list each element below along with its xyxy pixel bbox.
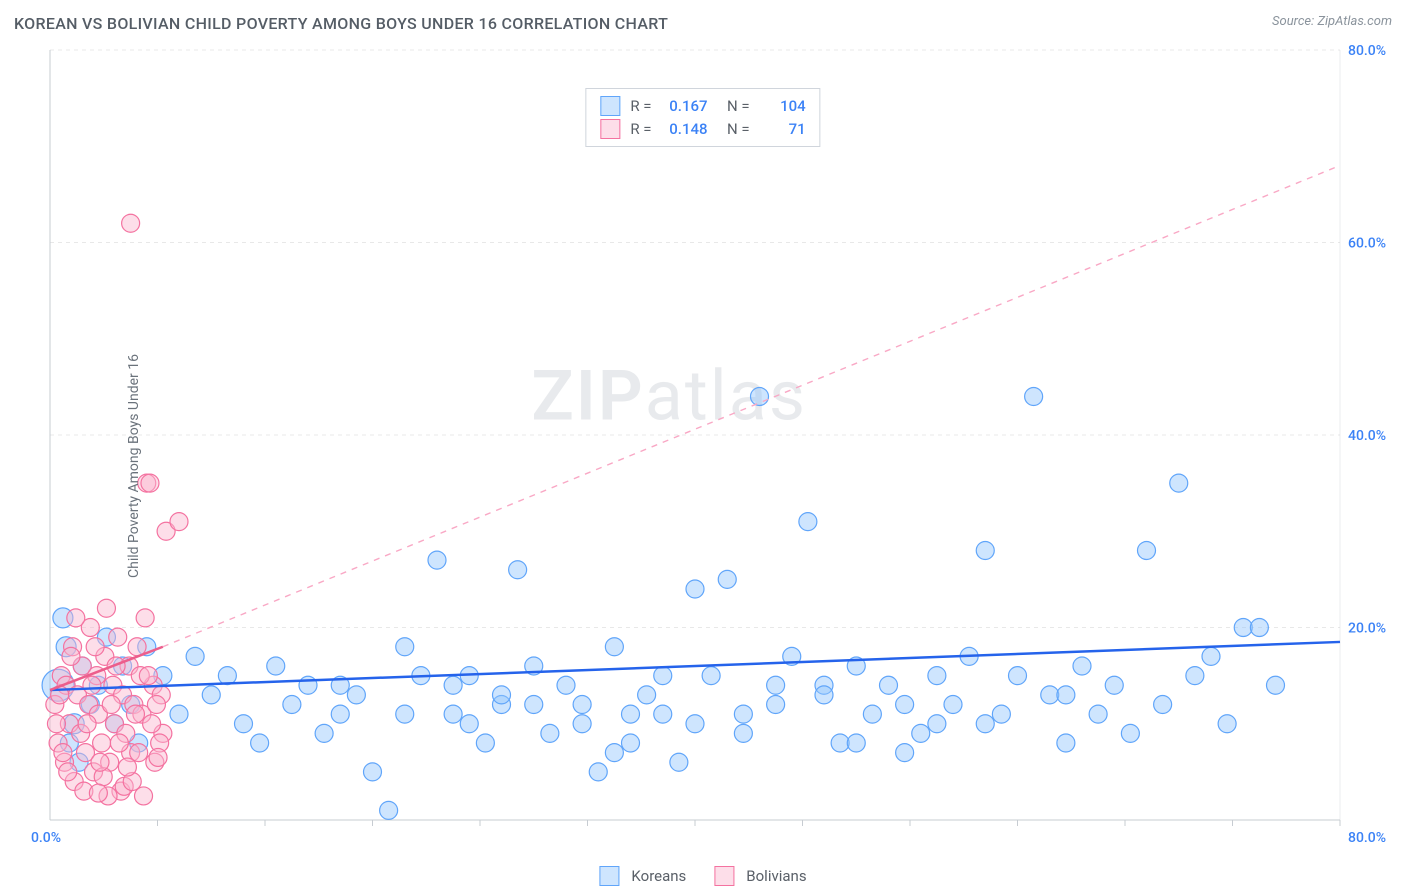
r-label: R = bbox=[630, 118, 651, 141]
swatch-korean-icon bbox=[600, 96, 620, 116]
r-label: R = bbox=[630, 95, 651, 118]
korean-n-value: 104 bbox=[756, 95, 806, 118]
swatch-bolivian-icon bbox=[714, 866, 734, 886]
correlation-legend: R = 0.167 N = 104 R = 0.148 N = 71 bbox=[585, 88, 820, 147]
chart-container: Child Poverty Among Boys Under 16 20.0% 4… bbox=[0, 40, 1406, 892]
bolivian-n-value: 71 bbox=[756, 118, 806, 141]
n-label: N = bbox=[727, 95, 750, 118]
svg-text:20.0%: 20.0% bbox=[1348, 621, 1386, 637]
legend-row-korean: R = 0.167 N = 104 bbox=[600, 95, 805, 118]
chart-source: Source: ZipAtlas.com bbox=[1272, 14, 1392, 29]
legend-bolivian-label: Bolivians bbox=[746, 867, 806, 885]
series-legend: Koreans Bolivians bbox=[599, 866, 806, 886]
legend-item-bolivian: Bolivians bbox=[714, 866, 806, 886]
legend-row-bolivian: R = 0.148 N = 71 bbox=[600, 118, 805, 141]
legend-item-korean: Koreans bbox=[599, 866, 686, 886]
n-label: N = bbox=[727, 118, 750, 141]
chart-header: KOREAN VS BOLIVIAN CHILD POVERTY AMONG B… bbox=[14, 14, 1392, 33]
svg-text:80.0%: 80.0% bbox=[1348, 830, 1386, 846]
scatter-chart: 20.0%40.0%60.0%80.0%0.0%80.0%ZIPatlas bbox=[0, 40, 1406, 860]
svg-text:40.0%: 40.0% bbox=[1348, 428, 1386, 444]
swatch-bolivian-icon bbox=[600, 119, 620, 139]
chart-title: KOREAN VS BOLIVIAN CHILD POVERTY AMONG B… bbox=[14, 14, 668, 33]
source-prefix: Source: bbox=[1272, 14, 1317, 29]
bolivian-r-value: 0.148 bbox=[658, 118, 708, 141]
svg-text:0.0%: 0.0% bbox=[31, 830, 61, 846]
svg-text:60.0%: 60.0% bbox=[1348, 236, 1386, 252]
source-name: ZipAtlas.com bbox=[1317, 14, 1392, 29]
y-axis-label: Child Poverty Among Boys Under 16 bbox=[126, 354, 142, 578]
swatch-korean-icon bbox=[599, 866, 619, 886]
korean-r-value: 0.167 bbox=[658, 95, 708, 118]
legend-korean-label: Koreans bbox=[631, 867, 686, 885]
svg-text:80.0%: 80.0% bbox=[1348, 43, 1386, 59]
